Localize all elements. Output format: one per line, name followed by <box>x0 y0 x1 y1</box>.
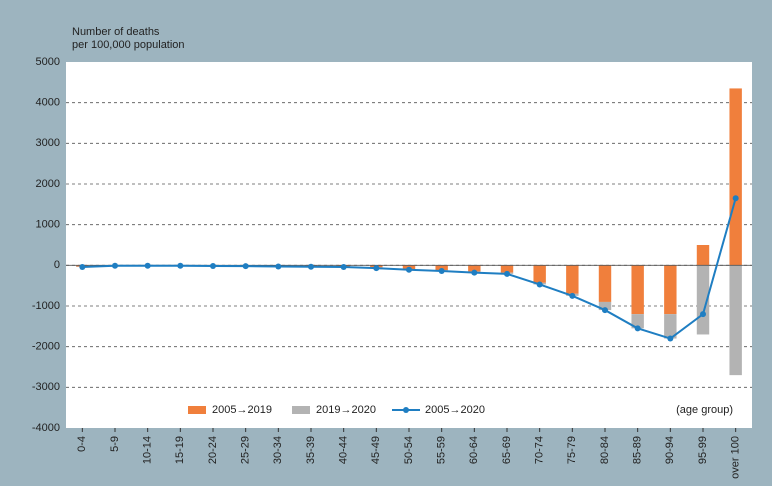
y-tick-label: 1000 <box>36 219 60 231</box>
legend-label: 2005→2020 <box>425 404 485 416</box>
bar <box>533 265 546 283</box>
legend-label: 2019→2020 <box>316 404 376 416</box>
x-tick-label: 45-49 <box>370 436 382 464</box>
x-tick-label: 85-89 <box>632 436 644 464</box>
y-tick-label: -4000 <box>32 422 60 434</box>
x-tick-label: 5-9 <box>109 436 121 452</box>
line-point <box>112 262 118 269</box>
bar <box>729 88 742 266</box>
y-tick-label: 3000 <box>36 137 60 149</box>
y-axis-label: Number of deaths <box>72 26 160 38</box>
bar <box>598 301 612 311</box>
x-tick-label: 60-64 <box>468 436 480 464</box>
y-tick-label: -3000 <box>32 381 60 393</box>
line-point <box>504 270 510 277</box>
x-tick-label: 40-44 <box>338 436 350 464</box>
x-tick-label: 75-79 <box>566 436 578 464</box>
y-tick-label: -2000 <box>32 341 60 353</box>
line-point <box>242 263 249 270</box>
x-tick-label: 35-39 <box>305 436 317 464</box>
line-point <box>438 268 445 275</box>
line-point <box>210 262 216 269</box>
y-tick-label: 4000 <box>36 97 60 109</box>
line-point <box>340 263 347 270</box>
bar <box>664 265 677 315</box>
x-tick-label: 20-24 <box>207 436 219 464</box>
x-tick-label: 90-94 <box>664 436 676 464</box>
x-axis-label: (age group) <box>676 404 733 416</box>
line-point <box>177 262 184 269</box>
line-point <box>732 195 739 202</box>
x-tick-label: 30-34 <box>272 436 284 464</box>
line-point <box>373 265 380 272</box>
y-tick-label: 2000 <box>36 178 60 190</box>
plot-area <box>66 62 752 428</box>
bar <box>631 265 644 315</box>
line-point <box>667 335 674 342</box>
x-tick-label: 25-29 <box>240 436 252 464</box>
x-tick-label: 0-4 <box>76 436 88 452</box>
y-tick-label: 0 <box>54 259 60 271</box>
line-point <box>275 263 282 270</box>
x-tick-label: 80-84 <box>599 436 611 464</box>
x-tick-label: 10-14 <box>142 436 154 464</box>
line-point <box>308 263 314 270</box>
line-point <box>471 269 478 276</box>
x-tick-label: over 100 <box>730 436 742 479</box>
x-tick-label: 15-19 <box>174 436 186 464</box>
bar <box>664 314 677 339</box>
x-tick-label: 70-74 <box>534 436 546 464</box>
line-point <box>569 292 576 299</box>
bar <box>696 245 710 266</box>
bar <box>729 265 742 376</box>
line-point <box>700 311 706 318</box>
line-point <box>406 266 412 273</box>
legend-swatch <box>292 406 310 414</box>
legend-swatch <box>403 407 409 413</box>
x-tick-label: 50-54 <box>403 436 415 464</box>
bar <box>631 314 644 329</box>
line-point <box>144 262 151 269</box>
x-tick-label: 95-99 <box>697 436 709 464</box>
line-point <box>536 281 543 288</box>
bar <box>435 265 448 271</box>
x-tick-label: 55-59 <box>436 436 448 464</box>
line-point <box>79 263 86 270</box>
bar <box>468 265 481 272</box>
y-tick-label: 5000 <box>36 56 60 68</box>
line-point <box>634 325 641 332</box>
bar <box>500 265 514 273</box>
x-tick-label: 65-69 <box>501 436 513 464</box>
bar <box>598 265 612 302</box>
line-point <box>602 307 608 314</box>
y-tick-label: -1000 <box>32 300 60 312</box>
legend-label: 2005→2019 <box>212 404 272 416</box>
bar <box>566 265 579 294</box>
y-axis-label: per 100,000 population <box>72 39 185 51</box>
legend-swatch <box>188 406 206 414</box>
